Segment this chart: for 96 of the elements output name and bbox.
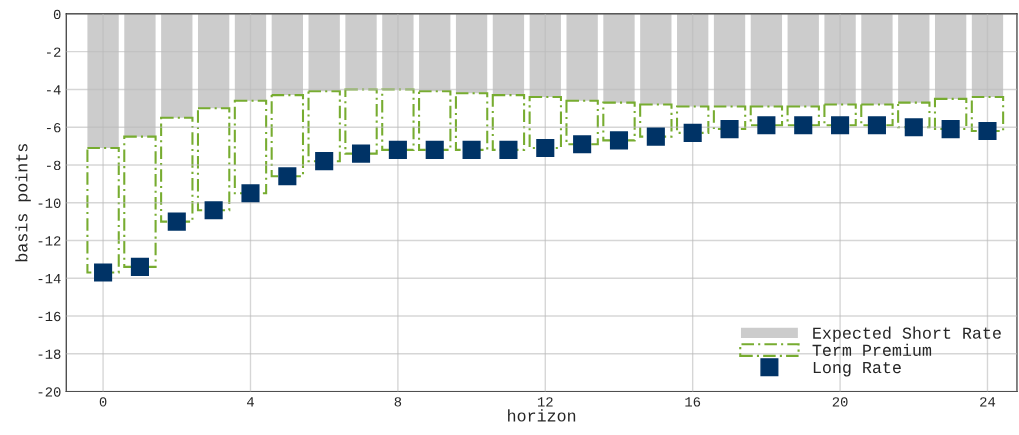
point bbox=[241, 184, 260, 203]
bar bbox=[307, 90, 341, 163]
bar bbox=[861, 13, 893, 105]
point bbox=[204, 201, 223, 220]
point bbox=[720, 120, 739, 139]
bar bbox=[455, 13, 488, 94]
bar bbox=[824, 13, 856, 105]
bar bbox=[860, 103, 894, 127]
x-axis-title: horizon bbox=[508, 409, 576, 422]
bar bbox=[419, 13, 451, 92]
bar bbox=[160, 116, 194, 223]
bar bbox=[750, 13, 783, 107]
bar bbox=[271, 13, 303, 96]
bar bbox=[898, 13, 930, 103]
point bbox=[573, 135, 592, 154]
bar bbox=[749, 105, 784, 127]
bar bbox=[124, 13, 156, 137]
bar bbox=[86, 146, 120, 274]
bar bbox=[234, 13, 267, 101]
x-tick-label: 8 bbox=[394, 397, 402, 407]
x-tick-label: 12 bbox=[537, 397, 553, 407]
y-tick-label: -10 bbox=[38, 198, 61, 208]
point bbox=[388, 140, 407, 159]
bar bbox=[345, 13, 377, 90]
bar bbox=[971, 13, 1004, 97]
y-tick-label: -6 bbox=[46, 122, 61, 133]
bar bbox=[603, 13, 635, 103]
bar bbox=[933, 97, 968, 131]
bar bbox=[308, 13, 340, 92]
y-tick-label: -4 bbox=[46, 85, 61, 95]
bar bbox=[87, 13, 119, 148]
bar bbox=[233, 99, 268, 195]
legend-label: Long Rate bbox=[813, 361, 901, 377]
point bbox=[425, 140, 444, 159]
point bbox=[904, 118, 923, 137]
point bbox=[462, 140, 481, 159]
y-tick-label: -2 bbox=[46, 47, 61, 57]
y-tick-label: -14 bbox=[38, 274, 61, 284]
y-tick-label: -18 bbox=[38, 349, 61, 359]
bar bbox=[528, 95, 562, 149]
bar bbox=[196, 107, 231, 212]
point bbox=[351, 144, 371, 163]
bar bbox=[270, 94, 305, 178]
bar bbox=[344, 88, 378, 155]
bar bbox=[712, 105, 747, 131]
bar bbox=[786, 105, 820, 127]
bar bbox=[675, 105, 710, 134]
point bbox=[536, 138, 555, 158]
bar bbox=[381, 88, 415, 151]
y-tick-label: -20 bbox=[38, 387, 61, 397]
bar bbox=[565, 99, 599, 146]
bar bbox=[566, 13, 598, 101]
bar bbox=[639, 103, 673, 138]
bar bbox=[934, 13, 967, 99]
bar bbox=[161, 13, 193, 118]
point bbox=[646, 127, 665, 146]
bar bbox=[382, 13, 414, 90]
bar bbox=[602, 101, 636, 142]
bar bbox=[454, 92, 489, 151]
point bbox=[94, 263, 113, 282]
bar bbox=[529, 13, 561, 97]
legend-label: Term Premium bbox=[812, 343, 932, 356]
y-tick-label: -8 bbox=[46, 160, 61, 171]
x-tick-label: 20 bbox=[832, 397, 848, 407]
bar bbox=[492, 13, 525, 96]
bar bbox=[897, 101, 931, 129]
bar bbox=[418, 90, 452, 151]
bar bbox=[823, 103, 857, 127]
point bbox=[978, 121, 997, 141]
bar bbox=[787, 13, 819, 107]
bar bbox=[491, 94, 526, 151]
bar bbox=[197, 13, 230, 109]
point bbox=[941, 120, 960, 139]
point bbox=[831, 116, 850, 135]
point bbox=[130, 257, 149, 276]
y-tick-label: -16 bbox=[38, 311, 61, 322]
bar bbox=[677, 13, 709, 107]
y-axis-title: basis points bbox=[15, 144, 31, 262]
x-tick-label: 4 bbox=[247, 397, 254, 407]
point bbox=[867, 116, 886, 135]
point bbox=[278, 167, 297, 186]
y-tick-label: -12 bbox=[38, 236, 61, 246]
legend-label: Expected Short Rate bbox=[813, 326, 1001, 343]
x-tick-label: 0 bbox=[99, 397, 107, 407]
bar bbox=[970, 95, 1005, 133]
point bbox=[315, 152, 334, 171]
y-tick-label: 0 bbox=[53, 9, 61, 20]
bar bbox=[640, 13, 672, 105]
point bbox=[167, 212, 186, 231]
point bbox=[609, 131, 629, 150]
point bbox=[683, 123, 702, 142]
x-tick-label: 16 bbox=[685, 397, 701, 407]
bar bbox=[713, 13, 746, 107]
bar bbox=[123, 135, 157, 268]
point bbox=[499, 140, 518, 159]
x-tick-label: 24 bbox=[980, 397, 996, 407]
